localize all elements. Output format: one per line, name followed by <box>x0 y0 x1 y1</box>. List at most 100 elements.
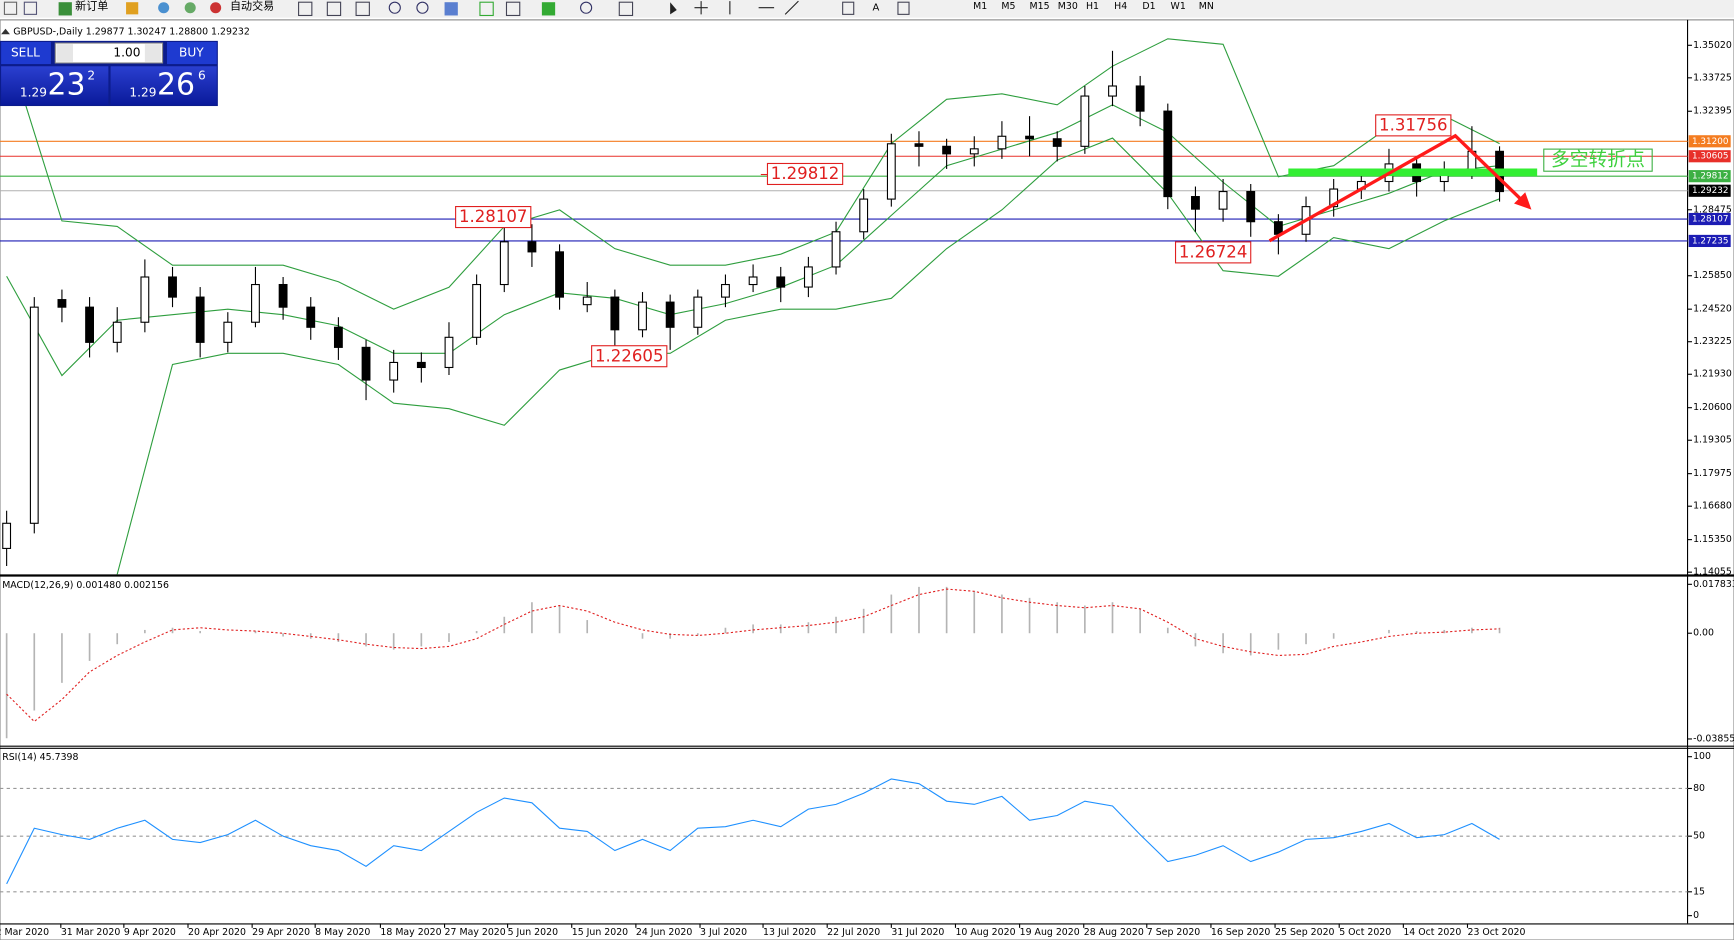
icon[interactable] <box>388 1 401 14</box>
timeframe-button[interactable]: M1 <box>973 1 987 12</box>
timeframe-button[interactable]: M30 <box>1058 1 1078 12</box>
candle-body <box>1329 188 1339 208</box>
candle-body <box>112 321 122 343</box>
price-level-tag <box>1688 135 1731 148</box>
timeframe-button[interactable]: H4 <box>1114 1 1127 12</box>
lots-input[interactable] <box>54 42 164 64</box>
icon[interactable] <box>580 1 593 14</box>
candle-body <box>57 299 67 308</box>
x-tick-label: 19 Aug 2020 <box>1020 927 1080 938</box>
y-tick-label: 1.15350 <box>1693 534 1732 545</box>
timeframe-button[interactable]: MN <box>1199 1 1214 12</box>
trend-arrow <box>1268 133 1526 243</box>
buy-label[interactable]: BUY <box>179 46 204 60</box>
annotation-box <box>1174 241 1252 264</box>
icon[interactable] <box>3 1 18 15</box>
icon-text[interactable]: A <box>873 3 880 14</box>
candle-body <box>1025 135 1034 140</box>
icon[interactable] <box>326 1 342 17</box>
icon[interactable] <box>126 2 139 15</box>
rsi-line <box>6 778 1500 885</box>
y-tick-label: 1.35020 <box>1693 40 1732 51</box>
price-level-tag <box>1688 212 1731 226</box>
lots-down[interactable] <box>56 44 73 62</box>
buy-button[interactable] <box>166 41 217 65</box>
x-tick-label: 16 Sep 2020 <box>1211 927 1270 938</box>
trade-panel: SELL 1.00 BUY 1.29 23 2 1.29 26 6 <box>0 40 218 107</box>
x-tick-label: 31 Jul 2020 <box>891 927 944 938</box>
price-level-tag <box>1688 170 1731 183</box>
candle-body <box>223 321 233 343</box>
icon[interactable] <box>298 1 313 17</box>
candle-body <box>1191 196 1200 210</box>
timeframe-button[interactable]: W1 <box>1171 1 1186 12</box>
toolbar-button-label[interactable]: 新订单 <box>75 0 108 13</box>
y-tick-label: 1.17975 <box>1693 468 1732 479</box>
y-tick-label: 1.19305 <box>1693 435 1732 446</box>
y-tick-label: 1.20600 <box>1693 402 1732 413</box>
sell-price-box[interactable] <box>1 66 109 105</box>
icon[interactable] <box>670 2 677 15</box>
icon[interactable] <box>897 1 910 15</box>
icon[interactable] <box>210 2 222 14</box>
icon[interactable] <box>58 2 72 16</box>
x-tick-label: 29 Apr 2020 <box>252 927 310 938</box>
lots-up[interactable] <box>144 44 162 62</box>
x-tick-label: 9 Apr 2020 <box>124 927 176 938</box>
icon[interactable] <box>541 2 556 16</box>
toolbar-icons: A <box>3 0 910 17</box>
annotation-label: 1.26724 <box>1179 242 1248 261</box>
chart-title: GBPUSD-,Daily 1.29877 1.30247 1.28800 1.… <box>13 27 250 38</box>
annotation-label: 1.29812 <box>771 164 840 183</box>
icon[interactable] <box>694 1 708 15</box>
sell-price-big: 23 <box>48 68 86 103</box>
candle-body <box>693 296 703 328</box>
candle-body <box>278 283 288 308</box>
x-tick-label: 23 Oct 2020 <box>1467 927 1525 938</box>
icon[interactable] <box>416 1 429 14</box>
y-tick-label: 80 <box>1693 783 1705 794</box>
icon[interactable] <box>618 1 634 17</box>
candle-body <box>969 148 979 155</box>
price-level-tag <box>1688 234 1731 248</box>
x-tick-label: 13 Jul 2020 <box>763 927 816 938</box>
icon[interactable] <box>444 2 458 16</box>
price-level-label: 1.31200 <box>1692 137 1729 147</box>
price-level-label: 1.29812 <box>1692 172 1729 182</box>
icon[interactable] <box>355 1 370 17</box>
candle-body <box>914 143 924 147</box>
timeframe-button[interactable]: D1 <box>1142 1 1155 12</box>
lots-value[interactable]: 1.00 <box>113 46 140 60</box>
candle-body <box>721 283 730 298</box>
buy-price-box[interactable] <box>110 66 217 105</box>
candle-body <box>748 276 758 286</box>
toolbar-button-label[interactable]: 自动交易 <box>230 0 274 13</box>
candle-body <box>831 231 841 268</box>
icon[interactable] <box>158 2 170 14</box>
icon[interactable] <box>23 1 38 15</box>
buy-price-prefix: 1.29 <box>129 85 156 99</box>
sell-label[interactable]: SELL <box>11 46 40 60</box>
candle-body <box>776 276 786 288</box>
price-level-label: 1.29232 <box>1692 186 1729 196</box>
candle-body <box>1108 85 1117 97</box>
y-tick-label: 1.33725 <box>1693 72 1732 83</box>
candle-body <box>389 361 399 381</box>
candle-body <box>2 522 12 549</box>
annotation-box <box>591 345 668 368</box>
icon[interactable] <box>184 2 196 14</box>
timeframe-button[interactable]: H1 <box>1086 1 1099 12</box>
timeframe-button[interactable]: M15 <box>1030 1 1050 12</box>
sell-button[interactable] <box>1 41 51 65</box>
arrow-head <box>1514 192 1532 210</box>
x-tick-label: 24 Jun 2020 <box>636 927 692 938</box>
icon[interactable] <box>729 0 799 15</box>
price-level-tag <box>1688 150 1731 163</box>
timeframe-button[interactable]: M5 <box>1001 1 1015 12</box>
icon[interactable] <box>479 1 494 17</box>
icon[interactable] <box>842 1 855 15</box>
pivot-label: 多空转折点 <box>1551 149 1645 171</box>
icon[interactable] <box>505 1 521 17</box>
